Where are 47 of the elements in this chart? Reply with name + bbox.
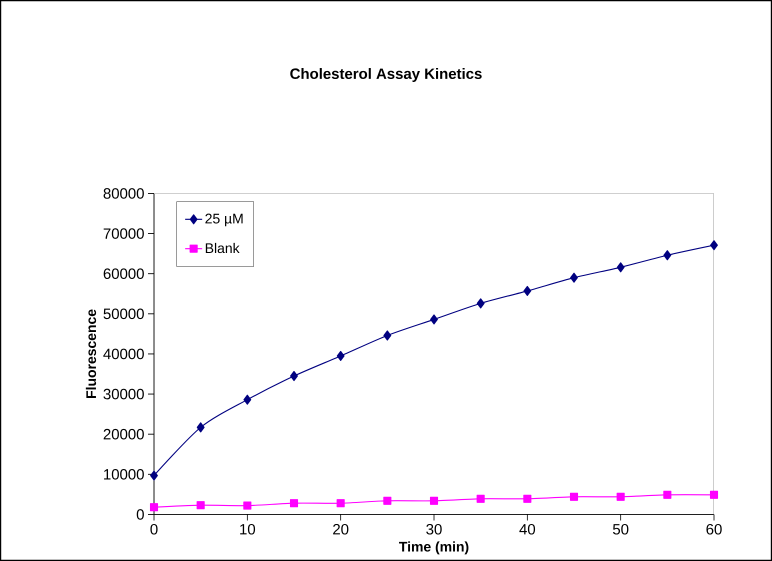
x-tick-label: 60 xyxy=(706,524,722,535)
y-tick-label: 20000 xyxy=(104,428,144,440)
y-axis-title: Fluorescence xyxy=(86,309,96,398)
point xyxy=(243,502,252,510)
point xyxy=(336,350,345,362)
point xyxy=(570,272,578,283)
point xyxy=(430,496,438,505)
y-tick-label: 0 xyxy=(136,509,144,520)
y-tick-label: 60000 xyxy=(104,268,144,279)
point xyxy=(710,240,718,250)
y-tick-label: 80000 xyxy=(104,188,144,199)
point xyxy=(243,394,252,405)
point xyxy=(196,501,205,510)
point xyxy=(430,314,438,324)
point xyxy=(616,262,625,272)
y-tick-label: 40000 xyxy=(103,348,144,360)
point xyxy=(663,250,672,260)
point xyxy=(710,490,718,499)
point xyxy=(336,499,345,508)
point xyxy=(663,490,672,499)
point xyxy=(523,494,532,503)
point xyxy=(150,470,158,481)
x-tick-label: 40 xyxy=(519,524,536,535)
point xyxy=(523,286,532,296)
point xyxy=(196,422,205,432)
y-tick-label: 30000 xyxy=(103,388,144,400)
y-tick-label: 50000 xyxy=(104,308,144,320)
chart-title: Cholesterol Assay Kinetics xyxy=(290,68,482,82)
point xyxy=(150,503,158,512)
y-tick-label: 70000 xyxy=(104,228,144,239)
point xyxy=(290,499,298,508)
point xyxy=(383,330,392,341)
x-tick-label: 30 xyxy=(426,524,442,535)
point xyxy=(616,492,625,501)
point xyxy=(383,496,392,505)
point xyxy=(570,492,578,501)
x-tick-label: 20 xyxy=(333,524,348,535)
point xyxy=(476,494,485,503)
x-axis-title: Time (min) xyxy=(399,541,468,554)
legend-label: 25 µM xyxy=(205,214,243,226)
x-tick-label: 0 xyxy=(150,524,158,535)
legend-label: Blank xyxy=(206,242,240,254)
x-tick-label: 50 xyxy=(612,524,628,535)
x-tick-label: 10 xyxy=(240,524,256,535)
point xyxy=(476,298,485,308)
point xyxy=(290,370,298,382)
y-tick-label: 10000 xyxy=(104,469,144,480)
